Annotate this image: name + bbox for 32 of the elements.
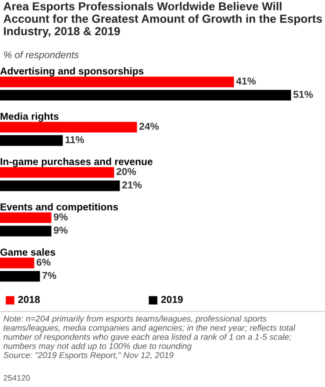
data-label: 7%	[42, 272, 56, 279]
y-tick-label: Game sales	[0, 248, 56, 256]
bar	[0, 122, 137, 132]
chart-title: Area Esports Professionals Worldwide Believe Will Account for the Greatest Amount of Growth in the Esports Industry, 2018 & 2019	[4, 2, 322, 38]
data-label: 9%	[54, 213, 68, 220]
text: 254120	[4, 375, 30, 381]
y-tick-label: In-game purchases and revenue	[0, 158, 152, 168]
y-tick-label: Media rights	[0, 112, 58, 122]
data-label: 51%	[293, 90, 313, 98]
data-label: 11%	[65, 136, 84, 144]
data-label: 24%	[139, 122, 159, 130]
legend-label: 2018	[18, 296, 40, 303]
bar	[0, 271, 40, 282]
data-label: 6%	[36, 258, 51, 266]
text: Note: n=204 primarily from esports teams/leagues, professional sports teams/leagues, media companies and agencies; in the next year; reflects total number of respondents who gave each area listed a rank of 1 on a 1-5 scale; numbers may not add up to 100% due to rounding	[3, 315, 296, 351]
bar	[0, 167, 114, 178]
bar	[0, 258, 34, 268]
bar	[0, 226, 52, 236]
source-note: Source: "2019 Esports Report," Nov 12, 2019	[3, 352, 174, 360]
bar	[0, 76, 234, 88]
y-tick-label: Events and competitions	[0, 203, 118, 212]
legend-label: 2019	[161, 296, 183, 303]
bar	[0, 90, 292, 101]
y-tick-label: Advertising and sponsorships	[0, 67, 144, 77]
data-label: 41%	[236, 78, 256, 85]
bar	[0, 180, 120, 192]
data-label: 20%	[116, 168, 136, 176]
bar	[0, 135, 63, 146]
chart-subtitle: % of respondents	[4, 51, 79, 60]
data-label: 21%	[122, 181, 142, 188]
data-label: 9%	[54, 226, 68, 234]
bar	[0, 212, 52, 224]
